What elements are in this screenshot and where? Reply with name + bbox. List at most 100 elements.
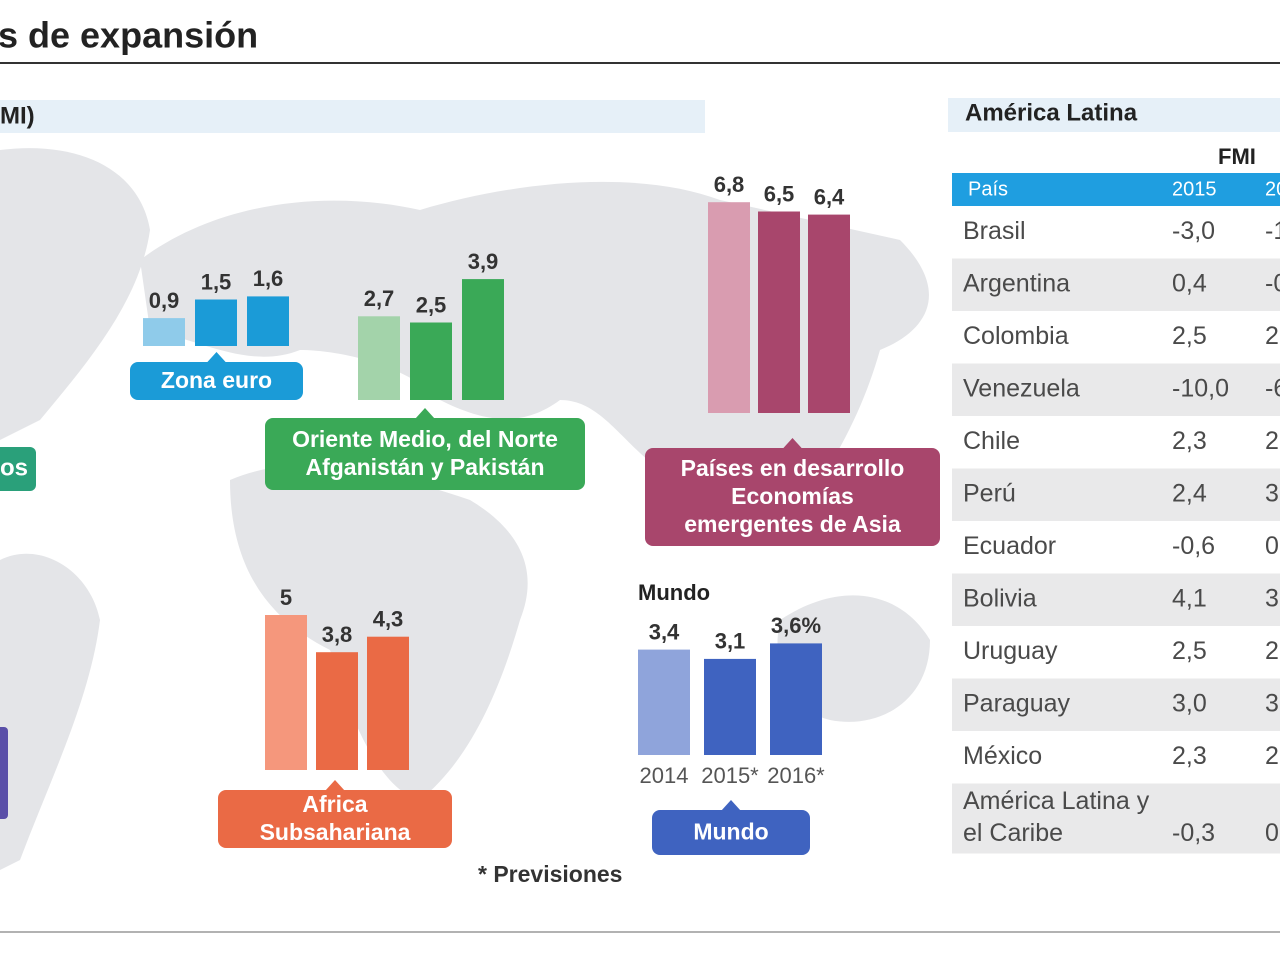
table-cell: 0,4 <box>1172 269 1207 297</box>
table-cell: 2 <box>1265 322 1279 350</box>
label-pointer <box>206 352 227 363</box>
table-cell: 2,3 <box>1172 742 1207 770</box>
value-label: 5 <box>280 585 292 610</box>
bar <box>704 658 756 755</box>
table-cell: 2,4 <box>1172 479 1207 507</box>
table-cell: -10,0 <box>1172 374 1229 402</box>
label-text: Oriente Medio, del Norte <box>292 426 558 452</box>
bar <box>462 279 504 400</box>
bar <box>708 202 750 413</box>
table-title: América Latina <box>965 99 1138 126</box>
bar <box>265 615 307 770</box>
value-label: 3,4 <box>649 619 680 644</box>
chart-title: Mundo <box>638 580 710 605</box>
category-label: 2016* <box>767 763 825 788</box>
value-label: 6,5 <box>764 181 795 206</box>
table-cell: 2 <box>1265 637 1279 665</box>
table-title-band <box>948 98 1280 132</box>
label-pointer <box>721 800 741 811</box>
value-label: 3,1 <box>715 629 746 654</box>
label-pointer <box>325 780 345 791</box>
table-cell: -1 <box>1265 217 1280 245</box>
table-cell: 2,3 <box>1172 427 1207 455</box>
table-cell: 3 <box>1265 479 1279 507</box>
label-box <box>130 362 303 400</box>
value-label: 4,3 <box>373 607 404 632</box>
table-cell: -3,0 <box>1172 217 1215 245</box>
bar <box>316 652 358 770</box>
bar <box>358 316 400 400</box>
label-text: Mundo <box>693 819 768 845</box>
table-cell: 0 <box>1265 819 1279 847</box>
table-header-cell: 20 <box>1265 178 1280 200</box>
label-box <box>645 448 940 546</box>
bar <box>770 643 822 755</box>
value-label: 1,6 <box>253 266 284 291</box>
label-box <box>652 810 810 855</box>
table-row-band <box>952 678 1280 731</box>
label-text: Países en desarrollo <box>681 455 905 481</box>
table-header-cell: 2015 <box>1172 178 1217 200</box>
value-label: 6,8 <box>714 172 745 197</box>
table-cell: Perú <box>963 479 1016 507</box>
label-text: Zona euro <box>161 367 272 393</box>
table-cell: 3,0 <box>1172 689 1207 717</box>
table-cell: 2 <box>1265 427 1279 455</box>
bar <box>195 299 237 346</box>
bar <box>758 211 800 413</box>
label-pointer <box>782 438 803 449</box>
table-cell: Bolivia <box>963 584 1037 612</box>
table-cell: América Latina y <box>963 787 1150 815</box>
bar <box>638 649 690 755</box>
table-cell: Ecuador <box>963 532 1056 560</box>
bar <box>367 636 409 770</box>
label-box <box>218 790 452 848</box>
table-cell: 2,5 <box>1172 322 1207 350</box>
table-cell: -0 <box>1265 269 1280 297</box>
label-box <box>265 418 585 490</box>
table-row-band <box>952 468 1280 521</box>
table-group: FMI <box>1218 144 1256 169</box>
table-row-band <box>952 363 1280 416</box>
category-label: 2015* <box>701 763 759 788</box>
table-cell: 3 <box>1265 689 1279 717</box>
value-label: 3,8 <box>322 622 353 647</box>
table-row-band <box>952 783 1280 854</box>
table-cell: Argentina <box>963 269 1070 297</box>
table-cell: 2,5 <box>1172 637 1207 665</box>
value-label: 2,7 <box>364 286 395 311</box>
label-text: Afganistán y Pakistán <box>305 454 544 480</box>
label-text: Subsahariana <box>260 819 411 845</box>
table-cell: 3 <box>1265 584 1279 612</box>
table-cell: Colombia <box>963 322 1069 350</box>
table-cell: Chile <box>963 427 1020 455</box>
cropped-label: os <box>0 454 28 481</box>
table-row-band <box>952 258 1280 311</box>
table-cell: Brasil <box>963 217 1026 245</box>
bar <box>143 318 185 346</box>
label-text: emergentes de Asia <box>684 511 901 537</box>
cropped-label-box <box>0 447 36 491</box>
table-cell: -0,3 <box>1172 819 1215 847</box>
table-cell: -0,6 <box>1172 532 1215 560</box>
value-label: 1,5 <box>201 269 232 294</box>
subtitle-band <box>0 100 705 133</box>
value-label: 3,9 <box>468 249 499 274</box>
label-pointer <box>415 408 435 419</box>
value-label: 3,6% <box>771 613 821 638</box>
value-label: 2,5 <box>416 292 447 317</box>
value-label: 6,4 <box>814 184 845 209</box>
label-text: Economías <box>731 483 854 509</box>
table-cell: Paraguay <box>963 689 1071 717</box>
table-header <box>952 173 1280 206</box>
table-cell: 0 <box>1265 532 1279 560</box>
label-text: Africa <box>302 791 367 817</box>
table-row-band <box>952 573 1280 626</box>
note: * Previsiones <box>478 861 622 887</box>
cropped-box <box>0 727 8 819</box>
title: s de expansión <box>0 15 258 56</box>
table-cell: -6 <box>1265 374 1280 402</box>
subtitle: MI) <box>0 102 35 129</box>
